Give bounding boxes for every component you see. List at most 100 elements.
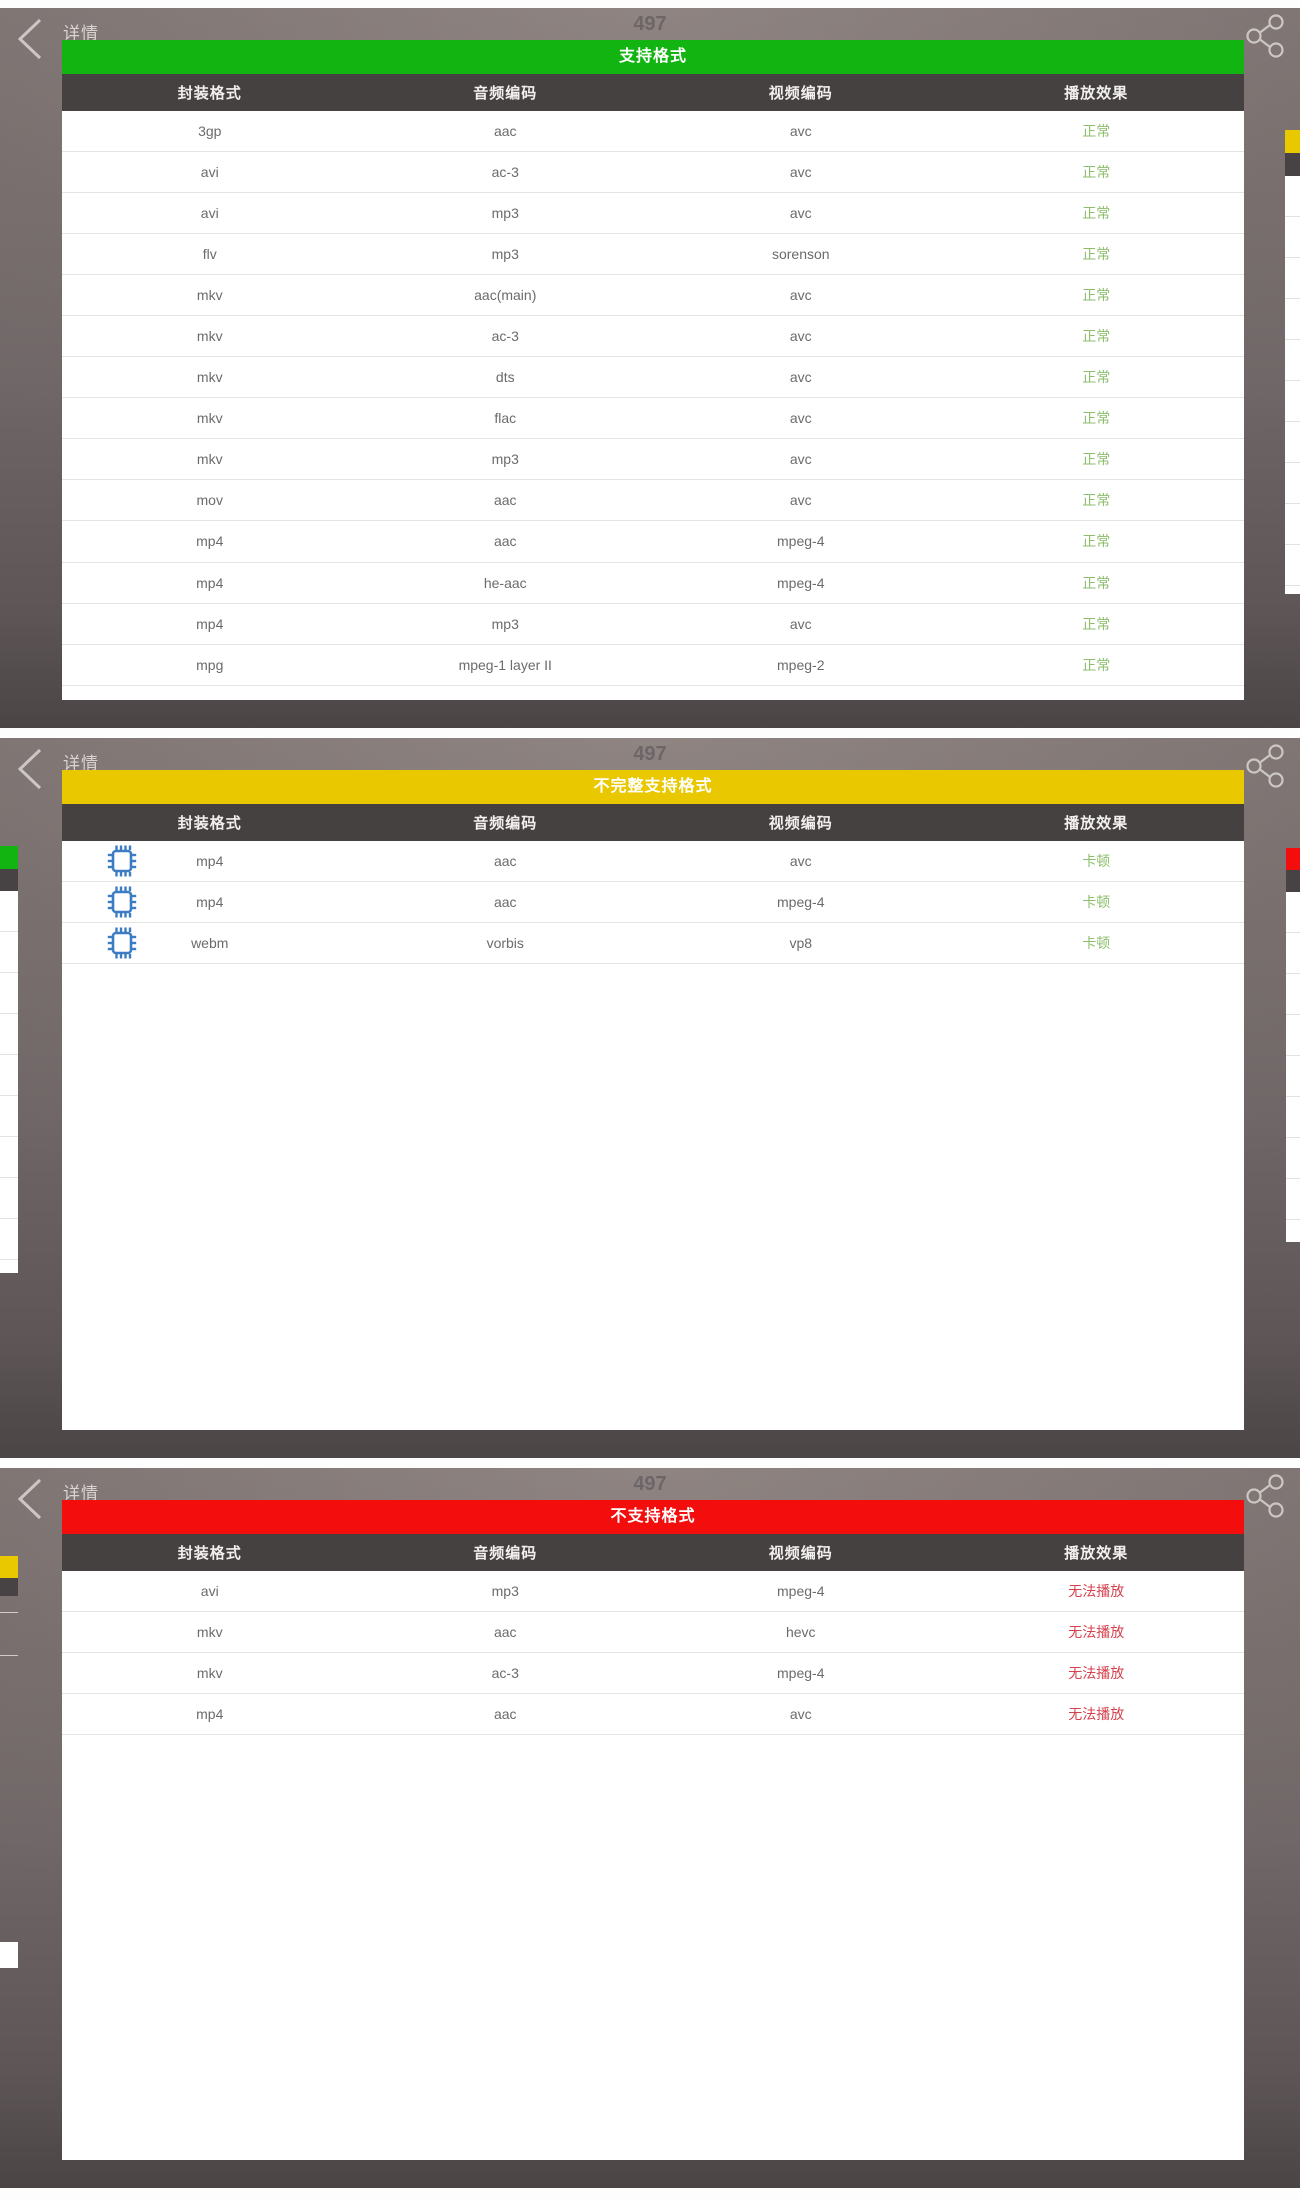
status-cell: 正常 <box>1082 574 1111 591</box>
status-cell: 正常 <box>1082 328 1111 345</box>
share-icon[interactable] <box>1243 13 1287 59</box>
page-title: 详情 <box>63 24 99 43</box>
container-format-cell: avi <box>200 164 219 181</box>
share-icon[interactable] <box>1243 743 1287 789</box>
video-codec-cell: hevc <box>785 1624 816 1641</box>
page-number: 497 <box>633 13 667 35</box>
container-format-cell: mp4 <box>196 894 224 911</box>
table-row: mkv aac(main) avc 正常 <box>62 275 1244 317</box>
audio-codec-cell: flac <box>494 410 517 427</box>
status-cell: 正常 <box>1082 246 1111 263</box>
container-format-cell: mp4 <box>196 533 224 550</box>
table-row: mpg mpeg-1 layer II mpeg-2 正常 <box>62 645 1244 686</box>
video-codec-cell: mpeg-4 <box>777 1665 825 1682</box>
status-cell: 正常 <box>1082 164 1111 181</box>
table-row: mkv mp3 avc 正常 <box>62 439 1244 481</box>
status-cell: 无法播放 <box>1068 1665 1125 1682</box>
back-chevron-icon[interactable] <box>12 746 48 792</box>
audio-codec-cell: aac <box>493 492 517 509</box>
video-codec-cell: avc <box>789 205 812 222</box>
banner-partial: 不完整支持格式 <box>62 770 1244 804</box>
table-row: 3gp aac avc 正常 <box>62 111 1244 153</box>
video-codec-cell: avc <box>789 853 812 870</box>
status-cell: 正常 <box>1082 492 1111 509</box>
status-cell: 正常 <box>1082 656 1111 673</box>
banner-supported: 支持格式 <box>62 40 1244 74</box>
table-body: mp4 aac avc 卡顿 mp4 aac mpeg-4 卡顿 webm vorbis vp8 卡顿 <box>62 841 1244 965</box>
table-row: avi ac-3 avc 正常 <box>62 152 1244 194</box>
table-row: avi mp3 mpeg-4 无法播放 <box>62 1571 1244 1613</box>
column-header-effect: 播放效果 <box>1064 85 1129 102</box>
table-body: avi mp3 mpeg-4 无法播放 mkv aac hevc 无法播放 mkv ac-3 mpe… <box>62 1571 1244 1736</box>
status-cell: 卡顿 <box>1082 935 1111 952</box>
audio-codec-cell: mp3 <box>491 451 519 468</box>
table-row: flv mp3 sorenson 正常 <box>62 234 1244 276</box>
screen-partial-formats: 详情 497 不完整支持格式 封装格式 音频编码 视频编码 播放效果 mp4 aa… <box>0 738 1300 1458</box>
column-header-container: 封装格式 <box>177 815 242 832</box>
audio-codec-cell: dts <box>495 369 515 386</box>
chip-icon <box>107 926 137 960</box>
table-header-row: 封装格式 音频编码 视频编码 播放效果 <box>62 74 1244 111</box>
audio-codec-cell: mp3 <box>491 1583 519 1600</box>
status-cell: 正常 <box>1082 123 1111 140</box>
table-row: webm vorbis vp8 卡顿 <box>62 923 1244 965</box>
column-header-container: 封装格式 <box>177 1545 242 1562</box>
table-row: mp4 mp3 avc 正常 <box>62 604 1244 645</box>
audio-codec-cell: mp3 <box>491 205 519 222</box>
edge-fragment-left <box>0 1468 18 2188</box>
container-format-cell: avi <box>200 205 219 222</box>
page-number: 497 <box>633 1473 667 1495</box>
video-codec-cell: avc <box>789 410 812 427</box>
column-header-effect: 播放效果 <box>1064 815 1129 832</box>
back-chevron-icon[interactable] <box>12 16 48 62</box>
audio-codec-cell: mp3 <box>491 615 519 632</box>
container-format-cell: mkv <box>196 328 223 345</box>
audio-codec-cell: vorbis <box>486 935 524 952</box>
status-cell: 正常 <box>1082 410 1111 427</box>
status-cell: 无法播放 <box>1068 1583 1125 1600</box>
status-cell: 正常 <box>1082 615 1111 632</box>
column-header-video: 视频编码 <box>768 85 833 102</box>
share-icon[interactable] <box>1243 1473 1287 1519</box>
container-format-cell: mov <box>196 492 223 509</box>
container-format-cell: webm <box>191 935 229 952</box>
video-codec-cell: avc <box>789 451 812 468</box>
container-format-cell: 3gp <box>198 123 222 140</box>
container-format-cell: mpg <box>196 656 224 673</box>
table-row: mp4 he-aac mpeg-4 正常 <box>62 563 1244 604</box>
video-codec-cell: mpeg-2 <box>777 656 825 673</box>
video-codec-cell: avc <box>789 123 812 140</box>
table-row: mp4 aac mpeg-4 正常 <box>62 521 1244 563</box>
table-row: mp4 aac avc 卡顿 <box>62 841 1244 883</box>
format-table-card: 不完整支持格式 封装格式 音频编码 视频编码 播放效果 mp4 aac avc 卡顿 m… <box>62 770 1244 1430</box>
audio-codec-cell: aac <box>493 853 517 870</box>
video-codec-cell: mpeg-4 <box>777 533 825 550</box>
audio-codec-cell: ac-3 <box>491 328 519 345</box>
back-chevron-icon[interactable] <box>12 1476 48 1522</box>
screen-unsupported-formats: 详情 497 不支持格式 封装格式 音频编码 视频编码 播放效果 avi mp3 m… <box>0 1468 1300 2188</box>
audio-codec-cell: aac(main) <box>474 287 537 304</box>
status-cell: 无法播放 <box>1068 1624 1125 1641</box>
container-format-cell: mkv <box>196 1665 223 1682</box>
page-title: 详情 <box>63 754 99 773</box>
column-header-audio: 音频编码 <box>473 815 538 832</box>
video-codec-cell: mpeg-4 <box>777 574 825 591</box>
audio-codec-cell: aac <box>493 533 517 550</box>
container-format-cell: avi <box>200 1583 219 1600</box>
audio-codec-cell: aac <box>493 1624 517 1641</box>
audio-codec-cell: ac-3 <box>491 1665 519 1682</box>
video-codec-cell: avc <box>789 328 812 345</box>
container-format-cell: mp4 <box>196 853 224 870</box>
container-format-cell: mp4 <box>196 574 224 591</box>
video-codec-cell: avc <box>789 369 812 386</box>
format-table-card: 不支持格式 封装格式 音频编码 视频编码 播放效果 avi mp3 mpeg-4 无法… <box>62 1500 1244 2160</box>
column-header-effect: 播放效果 <box>1064 1545 1129 1562</box>
screen-supported-formats: 详情 497 支持格式 封装格式 音频编码 视频编码 播放效果 3gp aac av… <box>0 8 1300 728</box>
video-codec-cell: vp8 <box>789 935 813 952</box>
table-header-row: 封装格式 音频编码 视频编码 播放效果 <box>62 1534 1244 1571</box>
table-row: mp4 aac avc 无法播放 <box>62 1694 1244 1736</box>
container-format-cell: flv <box>202 246 217 263</box>
video-codec-cell: avc <box>789 164 812 181</box>
audio-codec-cell: aac <box>493 1706 517 1723</box>
